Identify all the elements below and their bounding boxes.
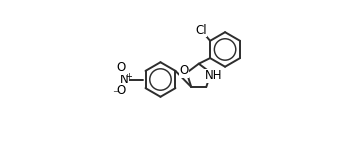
Text: +: + [125, 72, 132, 81]
Text: O: O [180, 64, 189, 77]
Text: O: O [116, 84, 125, 97]
Text: NH: NH [205, 69, 222, 82]
Text: N: N [120, 73, 129, 86]
Text: O: O [117, 61, 126, 74]
Text: ⁻: ⁻ [112, 88, 119, 101]
Text: Cl: Cl [195, 24, 207, 37]
